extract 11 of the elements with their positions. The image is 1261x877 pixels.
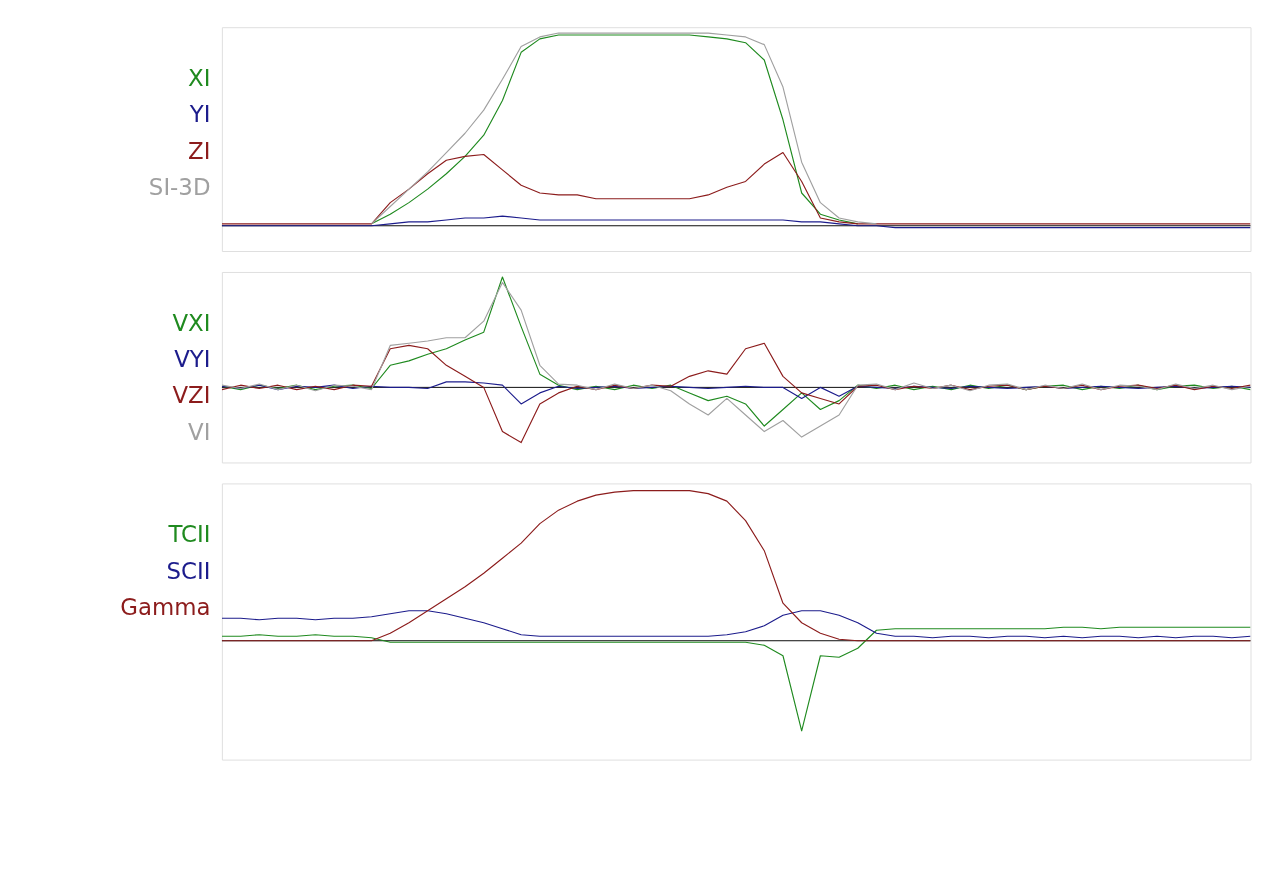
- text: TCII: [167, 521, 211, 548]
- series-label: VI: [188, 418, 211, 445]
- text: SI-3D: [148, 173, 211, 200]
- series-label: Gamma: [120, 593, 211, 620]
- text: XI: [188, 65, 211, 92]
- text: ZI: [188, 137, 211, 164]
- text: YI: [188, 101, 211, 128]
- text: VXI: [172, 310, 211, 337]
- series-label: VZI: [172, 382, 211, 409]
- series-label: SCII: [166, 557, 211, 584]
- series-label: VYI: [174, 346, 211, 373]
